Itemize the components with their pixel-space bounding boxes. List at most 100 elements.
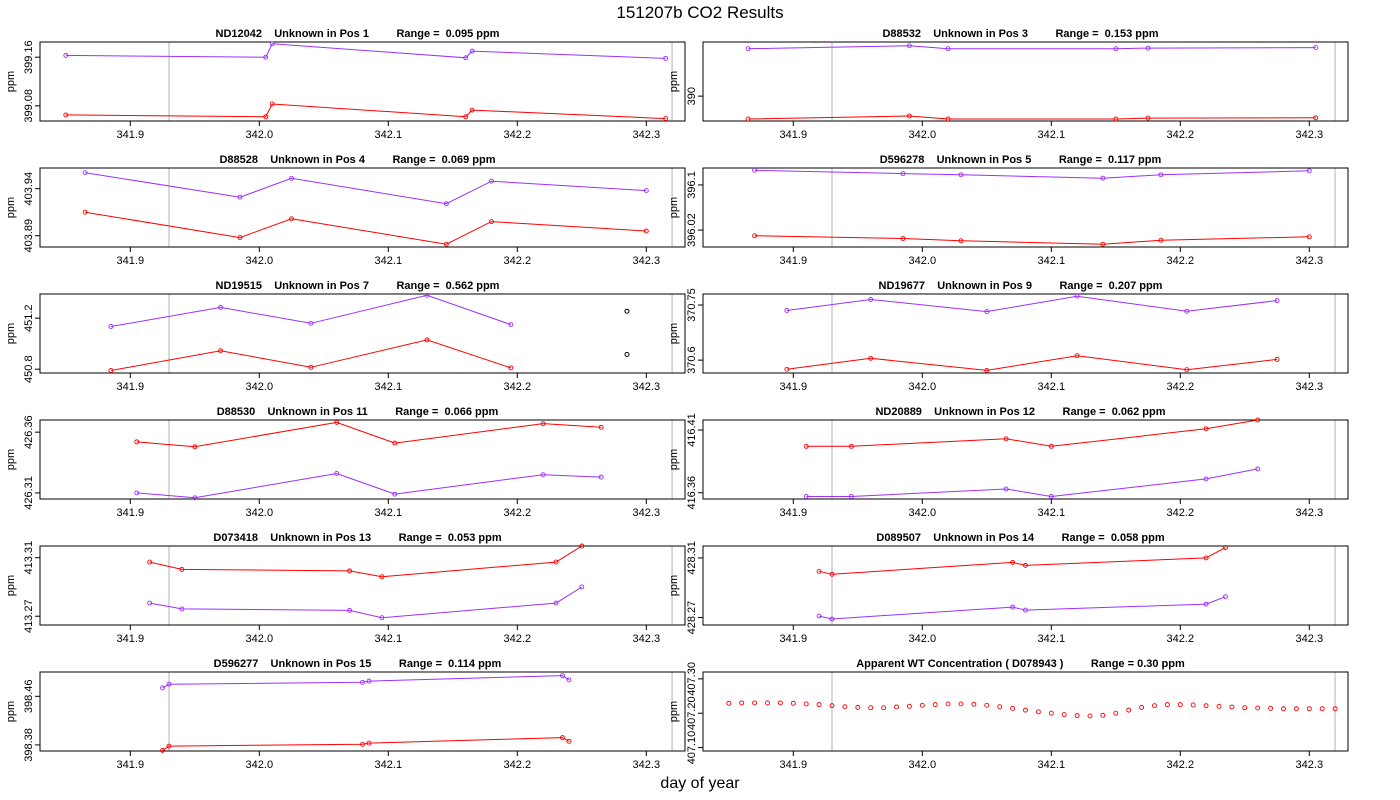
data-point-purple bbox=[508, 322, 514, 328]
y-tick-label: 413.31 bbox=[23, 541, 35, 575]
data-point-purple bbox=[745, 46, 751, 52]
data-point-red bbox=[803, 443, 809, 449]
x-tick-label: 342.2 bbox=[1167, 759, 1195, 771]
data-point-purple bbox=[553, 600, 559, 606]
plot-frame bbox=[39, 41, 686, 122]
data-point-red bbox=[218, 348, 224, 354]
data-point-WT bbox=[868, 705, 874, 711]
chart-panel-10: D089507 Unknown in Pos 14 Range = 0.058 … bbox=[668, 532, 1349, 645]
y-tick-label: 403.89 bbox=[23, 219, 35, 253]
x-tick-label: 341.9 bbox=[780, 381, 808, 393]
data-point-WT bbox=[997, 704, 1003, 710]
data-point-WT bbox=[1255, 705, 1261, 711]
data-point-WT bbox=[958, 701, 964, 707]
plot-frame bbox=[39, 167, 686, 248]
data-point-WT bbox=[1216, 703, 1222, 709]
data-point-purple bbox=[308, 320, 314, 326]
data-point-red bbox=[900, 236, 906, 241]
y-tick-label: 370.6 bbox=[686, 346, 698, 374]
x-tick-label: 342.3 bbox=[633, 759, 661, 771]
x-tick-label: 342.3 bbox=[633, 381, 661, 393]
y-tick-label: 428.31 bbox=[686, 541, 698, 575]
data-point-red bbox=[392, 440, 398, 446]
data-point-purple bbox=[1158, 172, 1164, 178]
chart-panel-5: ND19515 Unknown in Pos 7 Range = 0.562 p… bbox=[5, 280, 686, 393]
x-tick-label: 342.1 bbox=[1038, 381, 1066, 393]
y-axis-label: ppm bbox=[668, 701, 680, 722]
series-line-purple bbox=[149, 586, 583, 619]
data-point-WT bbox=[1332, 706, 1338, 712]
x-tick-label: 342.0 bbox=[909, 633, 937, 645]
data-point-purple bbox=[1255, 466, 1261, 472]
series-line-red bbox=[754, 235, 1310, 245]
x-tick-label: 342.0 bbox=[909, 381, 937, 393]
y-tick-label: 398.46 bbox=[23, 679, 35, 713]
data-point-red bbox=[1010, 559, 1016, 565]
data-point-purple bbox=[289, 175, 294, 181]
data-point-red bbox=[745, 116, 751, 122]
y-tick-label: 396.02 bbox=[686, 213, 698, 247]
data-point-purple bbox=[334, 471, 340, 476]
data-point-purple bbox=[360, 679, 365, 685]
series-line-red bbox=[786, 355, 1278, 371]
panel-title: D596278 Unknown in Pos 5 Range = 0.117 p… bbox=[880, 154, 1162, 166]
chart-panel-11: D596277 Unknown in Pos 15 Range = 0.114 … bbox=[5, 658, 686, 771]
x-tick-label: 342.1 bbox=[375, 129, 403, 141]
data-point-red bbox=[263, 114, 269, 120]
x-tick-label: 342.2 bbox=[504, 129, 532, 141]
data-point-red bbox=[1023, 562, 1028, 568]
chart-panel-1: ND12042 Unknown in Pos 1 Range = 0.095 p… bbox=[5, 28, 686, 141]
x-tick-label: 342.1 bbox=[1038, 507, 1066, 519]
data-point-red bbox=[643, 228, 649, 234]
data-point-WT bbox=[1190, 702, 1196, 708]
data-point-purple bbox=[1203, 601, 1209, 607]
y-tick-label: 450.8 bbox=[23, 355, 35, 383]
data-point-WT bbox=[906, 703, 912, 709]
data-point-WT bbox=[1010, 705, 1016, 711]
data-point-purple bbox=[984, 309, 990, 315]
data-point-WT bbox=[1177, 702, 1183, 708]
data-point-purple bbox=[1306, 168, 1312, 174]
data-point-purple bbox=[1203, 476, 1209, 482]
x-tick-label: 341.9 bbox=[117, 255, 145, 267]
data-point-purple bbox=[848, 494, 854, 499]
data-point-WT bbox=[1035, 709, 1041, 715]
x-tick-label: 342.2 bbox=[504, 255, 532, 267]
data-point-WT bbox=[1023, 707, 1028, 713]
series-line-purple bbox=[110, 294, 512, 327]
panel-title: D88532 Unknown in Pos 3 Range = 0.153 pp… bbox=[882, 28, 1158, 40]
data-point-purple bbox=[269, 41, 275, 47]
x-tick-label: 342.0 bbox=[909, 255, 937, 267]
data-point-purple bbox=[424, 292, 430, 298]
x-tick-label: 342.3 bbox=[1296, 255, 1324, 267]
plot-frame bbox=[702, 167, 1349, 248]
y-axis-label: ppm bbox=[668, 575, 680, 596]
series-line-red bbox=[65, 103, 666, 120]
x-tick-label: 342.1 bbox=[1038, 255, 1066, 267]
chart-panel-6: ND19677 Unknown in Pos 9 Range = 0.207 p… bbox=[668, 280, 1349, 393]
x-tick-label: 341.9 bbox=[117, 381, 145, 393]
data-point-red bbox=[463, 114, 469, 120]
series-line-red bbox=[162, 737, 570, 751]
extra-data-point bbox=[624, 308, 630, 314]
x-tick-label: 341.9 bbox=[117, 507, 145, 519]
data-point-WT bbox=[894, 704, 899, 710]
x-tick-label: 342.3 bbox=[633, 129, 661, 141]
data-point-red bbox=[663, 116, 669, 122]
panel-title: Apparent WT Concentration ( D078943 ) Ra… bbox=[856, 658, 1185, 670]
data-point-red bbox=[784, 366, 790, 372]
data-point-WT bbox=[919, 702, 925, 708]
x-tick-label: 341.9 bbox=[117, 633, 145, 645]
y-tick-label: 399.16 bbox=[23, 40, 35, 74]
y-axis-label: ppm bbox=[668, 449, 680, 470]
x-tick-label: 342.2 bbox=[504, 633, 532, 645]
data-point-purple bbox=[868, 297, 874, 302]
data-point-red bbox=[269, 101, 275, 107]
data-point-red bbox=[829, 571, 835, 577]
x-tick-label: 342.1 bbox=[375, 381, 403, 393]
data-point-purple bbox=[489, 178, 494, 184]
panel-title: D88530 Unknown in Pos 11 Range = 0.066 p… bbox=[217, 406, 499, 418]
y-axis-label: ppm bbox=[668, 197, 680, 218]
y-tick-label: 426.31 bbox=[23, 476, 35, 510]
